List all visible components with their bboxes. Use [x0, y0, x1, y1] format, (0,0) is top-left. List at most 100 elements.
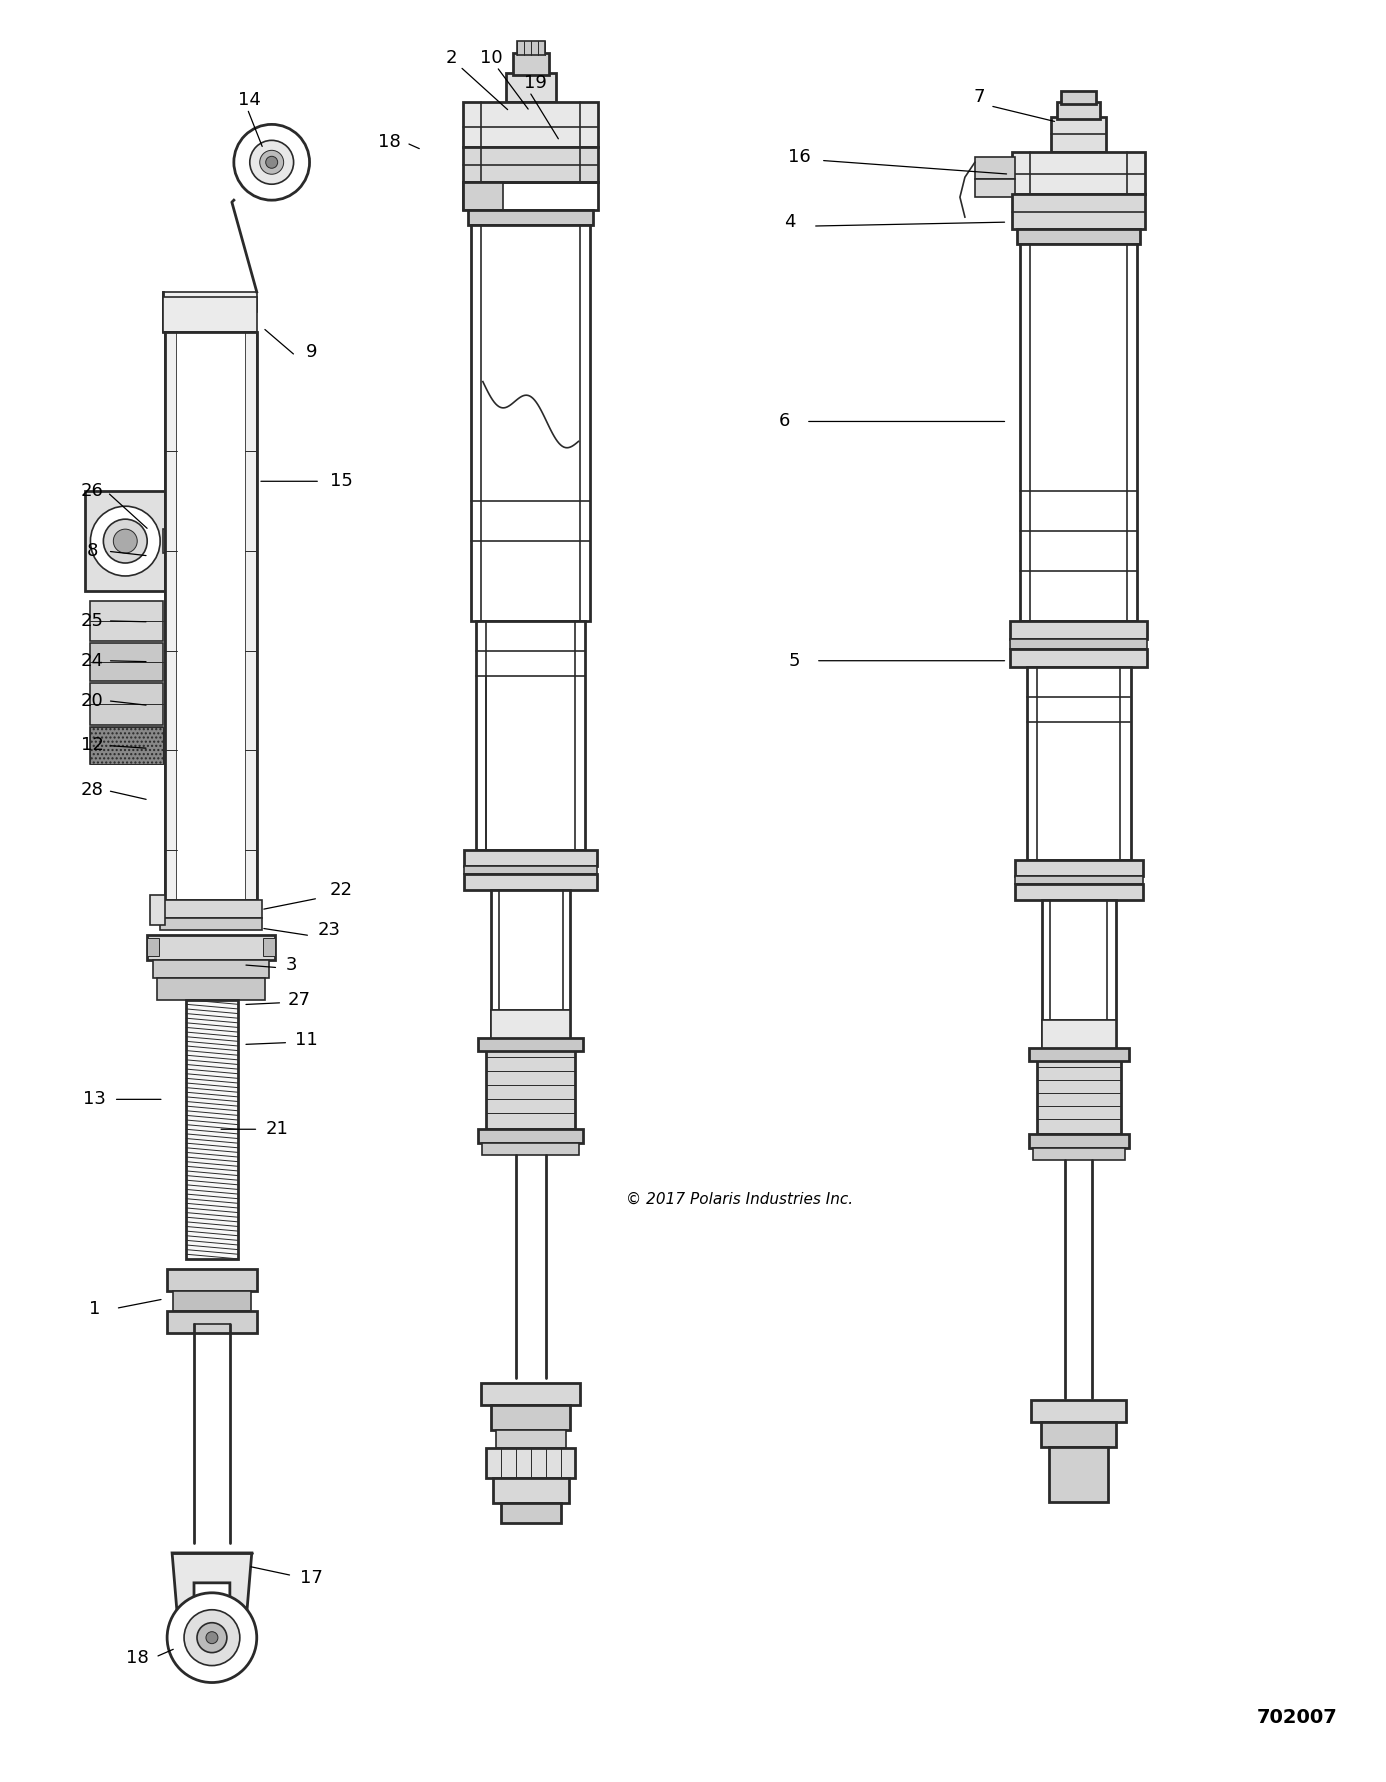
Text: 14: 14 — [238, 91, 261, 109]
Bar — [1037, 1060, 1121, 1133]
Bar — [90, 727, 164, 764]
Bar — [491, 889, 571, 1050]
Text: 26: 26 — [80, 483, 104, 501]
Text: 22: 22 — [330, 880, 353, 898]
Circle shape — [90, 506, 161, 576]
Circle shape — [207, 1632, 218, 1643]
Bar — [478, 1037, 584, 1051]
Bar — [1027, 666, 1131, 861]
Bar — [165, 331, 256, 900]
Bar — [463, 182, 599, 210]
Bar — [517, 41, 545, 55]
Circle shape — [259, 150, 284, 175]
Bar — [506, 73, 556, 103]
Bar — [263, 937, 274, 955]
Bar — [464, 850, 597, 866]
Bar — [1010, 620, 1148, 638]
Bar — [482, 1144, 579, 1155]
Text: 10: 10 — [480, 48, 502, 66]
Bar — [168, 1312, 256, 1333]
Text: 2: 2 — [445, 48, 457, 66]
Bar — [186, 1000, 238, 1258]
Bar — [245, 331, 256, 900]
Bar — [165, 331, 177, 900]
Bar — [1017, 230, 1141, 244]
Text: 28: 28 — [80, 781, 104, 800]
Bar — [161, 900, 262, 918]
Text: 27: 27 — [288, 991, 310, 1009]
Text: 7: 7 — [973, 89, 984, 107]
Bar — [463, 103, 599, 148]
Text: 6: 6 — [779, 412, 790, 431]
Bar — [513, 53, 549, 75]
Text: 25: 25 — [80, 611, 104, 629]
Bar — [154, 960, 269, 978]
Bar — [1015, 877, 1143, 884]
Bar — [164, 298, 256, 331]
Text: 9: 9 — [306, 342, 317, 360]
Text: 19: 19 — [524, 73, 547, 91]
Bar — [157, 978, 265, 1000]
Bar — [1020, 244, 1137, 620]
Circle shape — [266, 157, 277, 168]
Bar — [1010, 638, 1148, 649]
Bar — [493, 1477, 568, 1502]
Bar — [1031, 1401, 1127, 1422]
Bar — [1051, 118, 1106, 151]
Bar — [1049, 1447, 1109, 1502]
Circle shape — [184, 1609, 240, 1666]
Text: 1: 1 — [89, 1299, 100, 1317]
Text: 702007: 702007 — [1257, 1707, 1337, 1727]
Bar — [1028, 1133, 1130, 1148]
Bar — [1015, 884, 1143, 900]
Text: 11: 11 — [295, 1030, 317, 1048]
Bar — [147, 937, 159, 955]
Circle shape — [249, 141, 294, 184]
Bar — [475, 620, 585, 850]
Bar — [1042, 900, 1116, 1060]
Text: 5: 5 — [789, 652, 800, 670]
Bar — [500, 1502, 560, 1524]
Bar — [468, 210, 593, 225]
Bar — [481, 1383, 581, 1406]
Bar — [486, 1050, 575, 1130]
Bar — [177, 331, 245, 900]
Bar — [150, 895, 165, 925]
Bar — [1012, 194, 1145, 230]
Polygon shape — [172, 1552, 252, 1613]
Bar — [90, 601, 164, 642]
Bar — [1042, 1019, 1116, 1060]
Circle shape — [168, 1593, 256, 1682]
Text: 18: 18 — [126, 1648, 148, 1666]
Text: 8: 8 — [87, 542, 98, 560]
Bar — [974, 180, 1015, 198]
Bar — [168, 1269, 256, 1290]
Bar — [496, 1431, 565, 1449]
Bar — [1060, 91, 1096, 105]
Bar — [90, 643, 164, 681]
Bar — [478, 1130, 584, 1144]
Text: 13: 13 — [83, 1091, 105, 1108]
Bar — [491, 1010, 571, 1050]
Bar — [1033, 1148, 1125, 1160]
Bar — [1028, 1048, 1130, 1062]
Circle shape — [197, 1623, 227, 1652]
Text: 12: 12 — [80, 736, 104, 754]
Circle shape — [234, 125, 309, 200]
Bar — [491, 1406, 571, 1431]
Text: 17: 17 — [301, 1568, 323, 1586]
Text: © 2017 Polaris Industries Inc.: © 2017 Polaris Industries Inc. — [626, 1192, 854, 1206]
Text: 23: 23 — [317, 921, 341, 939]
Bar — [90, 727, 164, 764]
Circle shape — [114, 529, 137, 552]
Bar — [1041, 1422, 1116, 1447]
Text: 21: 21 — [265, 1121, 288, 1139]
Bar — [463, 182, 503, 210]
Bar — [471, 225, 590, 620]
Bar — [1056, 103, 1100, 119]
Text: 3: 3 — [286, 955, 298, 973]
Text: 18: 18 — [378, 134, 401, 151]
Text: 15: 15 — [330, 472, 353, 490]
Bar — [1015, 861, 1143, 877]
Text: 4: 4 — [784, 214, 796, 232]
